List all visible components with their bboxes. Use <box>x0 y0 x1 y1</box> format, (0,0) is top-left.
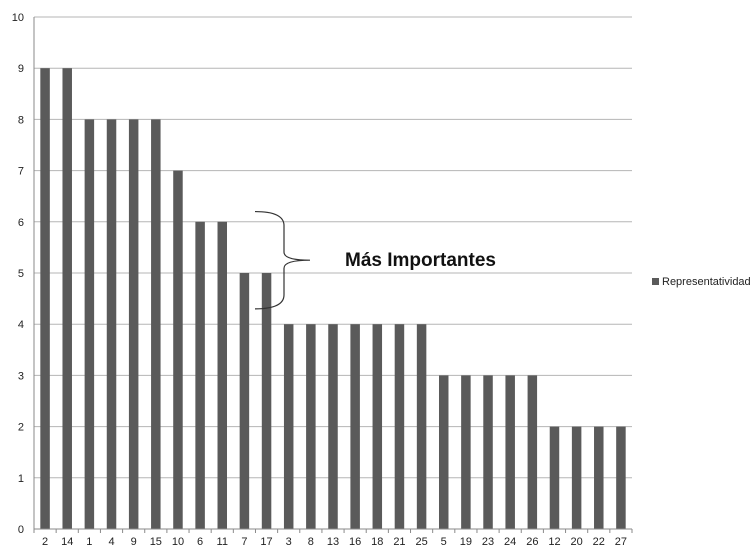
y-axis-ticks: 0 1 2 3 4 5 6 7 8 9 10 <box>12 12 24 536</box>
x-tick-label: 9 <box>131 536 137 548</box>
bar <box>483 375 493 529</box>
x-tick-label: 23 <box>482 536 494 548</box>
bar <box>372 324 383 529</box>
x-tick-label: 1 <box>86 536 92 548</box>
x-tick-label: 7 <box>241 536 247 548</box>
bar <box>571 426 582 529</box>
annotation-label: Más Importantes <box>345 250 496 271</box>
x-tick-label: 10 <box>172 536 184 548</box>
y-tick-label: 9 <box>18 63 24 75</box>
x-tick-label: 26 <box>526 536 538 548</box>
x-tick-label: 8 <box>308 536 314 548</box>
legend-swatch <box>652 278 659 285</box>
x-tick-label: 14 <box>61 536 73 548</box>
bar <box>438 375 449 529</box>
x-axis-ticks: 2 14 1 4 9 15 10 6 11 7 17 3 8 13 16 18 21 25 5 19 23 24 26 12 2… <box>33 529 633 548</box>
x-tick-label: 2 <box>42 536 48 548</box>
x-tick-label: 13 <box>327 536 339 548</box>
bar <box>84 119 95 530</box>
bar <box>549 426 560 529</box>
bar <box>151 119 161 530</box>
x-tick-label: 24 <box>504 536 516 548</box>
x-tick-label: 16 <box>349 536 361 548</box>
bar <box>616 426 626 529</box>
x-tick-label: 3 <box>286 536 292 548</box>
bar <box>62 68 72 529</box>
x-tick-label: 6 <box>197 536 203 548</box>
bar <box>106 119 117 530</box>
bar <box>594 426 604 529</box>
bar <box>195 221 205 530</box>
y-tick-label: 0 <box>18 524 24 536</box>
y-tick-label: 3 <box>18 370 24 382</box>
bar <box>416 324 427 529</box>
x-tick-label: 20 <box>571 536 583 548</box>
x-tick-label: 11 <box>217 536 228 548</box>
y-tick-label: 1 <box>18 473 24 485</box>
legend-label: Representatividad <box>662 276 751 288</box>
x-tick-label: 21 <box>393 536 405 548</box>
bar <box>461 375 471 529</box>
bar <box>328 324 338 529</box>
y-tick-label: 10 <box>12 12 24 24</box>
bars <box>40 68 626 530</box>
y-tick-label: 4 <box>18 319 24 331</box>
x-tick-label: 25 <box>415 536 427 548</box>
bar <box>306 324 316 529</box>
y-tick-label: 6 <box>18 217 24 229</box>
bar <box>40 68 50 529</box>
bar <box>527 375 538 529</box>
x-tick-label: 12 <box>548 536 560 548</box>
bar <box>283 324 294 529</box>
x-tick-label: 19 <box>460 536 472 548</box>
bar <box>128 119 139 530</box>
bar <box>505 375 515 529</box>
x-tick-label: 17 <box>260 536 272 548</box>
x-tick-label: 18 <box>371 536 383 548</box>
x-tick-label: 5 <box>441 536 447 548</box>
x-tick-label: 27 <box>615 536 627 548</box>
x-tick-label: 4 <box>108 536 114 548</box>
bar <box>217 221 228 530</box>
y-tick-label: 8 <box>18 114 24 126</box>
x-tick-label: 22 <box>593 536 605 548</box>
bar <box>239 273 250 529</box>
y-tick-label: 5 <box>18 268 24 280</box>
annotation-bracket <box>254 210 311 310</box>
bar <box>350 324 360 529</box>
bar <box>394 324 405 529</box>
y-tick-label: 7 <box>18 166 24 178</box>
y-tick-label: 2 <box>18 422 24 434</box>
bar <box>261 273 272 529</box>
x-tick-label: 15 <box>150 536 162 548</box>
bar <box>173 170 183 529</box>
